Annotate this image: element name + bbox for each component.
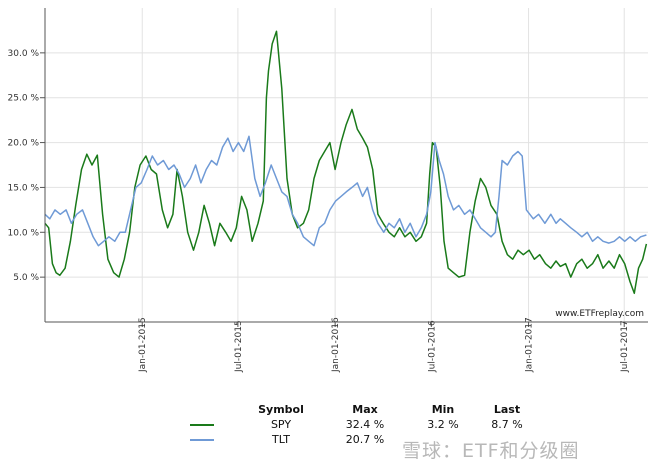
- legend-min: 3.2 %: [427, 418, 459, 431]
- y-tick-label: 25.0 %: [8, 94, 40, 104]
- legend-header-min: Min: [431, 403, 455, 416]
- legend-max: 20.7 %: [345, 433, 385, 446]
- legend-header-max: Max: [352, 403, 378, 416]
- legend-swatch-header: [190, 402, 236, 417]
- y-axis-ticks: 30.0 % 25.0 % 20.0 % 15.0 % 10.0 % 5.0 %: [8, 49, 45, 283]
- legend-max: 32.4 %: [345, 418, 385, 431]
- tlt-line-swatch: [190, 439, 214, 441]
- x-tick-label: Jul-01-2016: [427, 320, 437, 373]
- series-line-tlt: [44, 135, 647, 247]
- legend-table: Symbol Max Min Last SPY 32.4 % 3.2 % 8.7…: [190, 402, 532, 447]
- legend-last: 8.7 %: [491, 418, 523, 431]
- series-lines: [44, 30, 648, 295]
- x-tick-label: Jan-01-2016: [331, 317, 341, 373]
- legend-row-spy: SPY 32.4 % 3.2 % 8.7 %: [190, 417, 532, 432]
- x-axis-ticks: Jan-01-2015 Jul-01-2015 Jan-01-2016 Jul-01-…: [138, 317, 630, 373]
- legend-symbol: TLT: [271, 433, 291, 446]
- x-tick-label: Jan-01-2015: [138, 317, 148, 373]
- legend-header-last: Last: [493, 403, 521, 416]
- legend-symbol: SPY: [270, 418, 292, 431]
- y-tick-label: 15.0 %: [8, 183, 40, 193]
- y-tick-label: 10.0 %: [8, 228, 40, 238]
- spy-line-swatch: [190, 424, 214, 426]
- legend-swatch-spy: [190, 417, 236, 432]
- chart-credit: www.ETFreplay.com: [555, 309, 644, 319]
- x-tick-label: Jan-01-2017: [525, 317, 535, 373]
- y-tick-label: 20.0 %: [8, 139, 40, 149]
- legend-header-symbol: Symbol: [258, 403, 304, 416]
- watermark: 雪球：ETF和分级圈: [402, 440, 580, 462]
- y-tick-label: 30.0 %: [8, 49, 40, 59]
- grid-lines: [45, 8, 648, 322]
- series-line-spy: [44, 30, 648, 295]
- x-tick-label: Jul-01-2015: [234, 320, 244, 373]
- y-tick-label: 5.0 %: [13, 273, 39, 283]
- legend-swatch-tlt: [190, 432, 236, 447]
- x-tick-label: Jul-01-2017: [620, 320, 630, 373]
- legend-row-tlt: TLT 20.7 %: [190, 432, 532, 447]
